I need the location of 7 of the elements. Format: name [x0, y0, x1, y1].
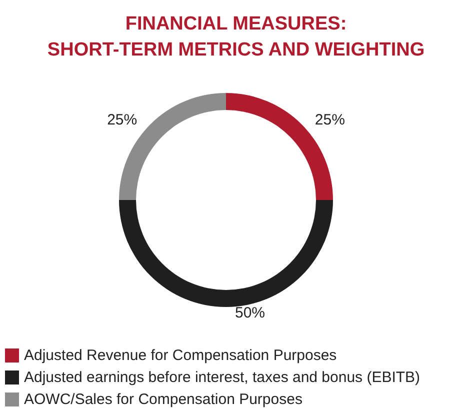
legend-label: AOWC/Sales for Compensation Purposes [24, 391, 302, 408]
legend-label: Adjusted Revenue for Compensation Purposes [24, 347, 337, 364]
chart-title: FINANCIAL MEASURES: SHORT-TERM METRICS AND WEIGHTING [47, 14, 425, 60]
data-label: 50% [235, 304, 266, 322]
legend-label: Adjusted earnings before interest, taxes and bonus (EBITB) [24, 369, 420, 386]
data-label: 25% [314, 112, 345, 129]
data-label: 25% [107, 112, 138, 129]
